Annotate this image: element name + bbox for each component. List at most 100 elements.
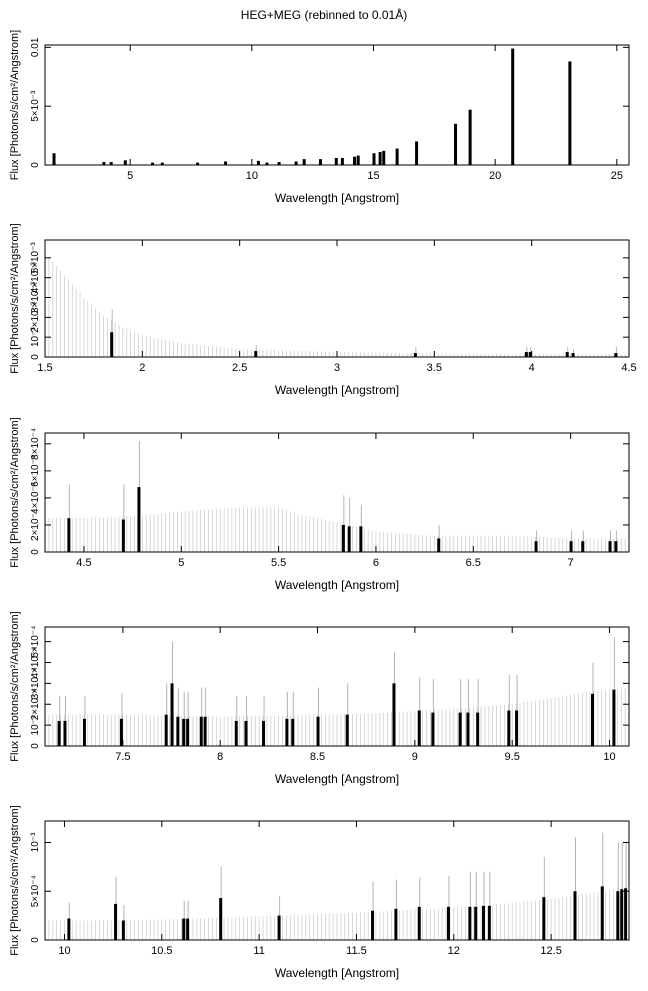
y-ticks: 0 2×10⁻⁴4×10⁻⁴6×10⁻⁴8×10⁻⁴: [30, 428, 629, 555]
data-bar: [356, 155, 360, 165]
x-tick-label: 3.5: [427, 362, 442, 374]
data-bar: [196, 162, 200, 165]
panel-5: 10 10.5 11 11.5 12 12.5 0 5×10⁻⁴ 10⁻³ Wavelength …: [9, 805, 630, 980]
y-tick-label: 0: [30, 354, 41, 360]
data-bar: [542, 897, 546, 940]
data-bar: [415, 141, 419, 165]
data-bar: [431, 712, 435, 746]
data-bar: [511, 48, 515, 165]
y-tick-label: 4×10⁻⁴: [30, 482, 41, 514]
panel-2: 1.5 2 2.5 3 3.5 4 4.5 0 10⁻³2×10⁻³3×10⁻³4×10⁻³5×…: [9, 223, 637, 397]
data-bars: [52, 48, 572, 165]
x-tick-label: 12.5: [540, 945, 561, 957]
data-bars: [67, 886, 628, 940]
y-axis-label: Flux [Photons/s/cm²/Angstrom]: [9, 30, 21, 180]
data-bar: [487, 905, 491, 940]
x-axis-label: Wavelength [Angstrom]: [275, 578, 399, 592]
data-bar: [123, 160, 127, 165]
data-bar: [624, 888, 628, 940]
data-bar: [616, 891, 620, 940]
data-bar: [515, 710, 519, 746]
y-axis-label: Flux [Photons/s/cm²/Angstrom]: [9, 611, 21, 761]
x-tick-label: 5: [178, 557, 184, 569]
data-bar: [340, 157, 344, 165]
panel-4: 7.5 8 8.5 9 9.5 10 0 10⁻⁴2×10⁻⁴3×10⁻⁴4×10⁻⁴5×10…: [9, 611, 630, 786]
data-bar: [110, 332, 114, 357]
x-tick-label: 10.5: [151, 945, 172, 957]
y-tick-label: 2×10⁻⁴: [30, 509, 41, 541]
data-bar: [620, 889, 624, 940]
error-band: [44, 886, 630, 940]
y-tick-label: 10⁻⁴: [30, 715, 41, 736]
panel-3: 4.5 5 5.5 6 6.5 7 0 2×10⁻⁴4×10⁻⁴6×10⁻⁴8×10⁻⁴ Wav…: [9, 417, 630, 592]
y-ticks: 0 5×10⁻⁴ 10⁻³: [30, 832, 629, 943]
y-axis-label: Flux [Photons/s/cm²/Angstrom]: [9, 223, 21, 373]
y-tick-label: 0: [30, 549, 41, 555]
data-bar: [256, 160, 260, 165]
x-ticks: 1.5 2 2.5 3 3.5 4 4.5: [37, 240, 637, 374]
x-ticks: 4.5 5 5.5 6 6.5 7: [76, 433, 574, 569]
data-bar: [392, 683, 396, 746]
data-bar: [571, 353, 575, 357]
x-tick-label: 9.5: [505, 751, 520, 763]
data-bar: [454, 123, 458, 165]
data-bar: [507, 710, 511, 746]
y-tick-label: 5×10⁻³: [30, 90, 41, 122]
data-bar: [63, 720, 67, 746]
data-bar: [612, 689, 616, 746]
y-tick-label: 0: [30, 162, 41, 168]
data-bar: [186, 918, 190, 940]
y-tick-label: 5×10⁻⁴: [30, 875, 41, 907]
x-tick-label: 10: [246, 170, 258, 182]
data-bar: [52, 153, 56, 165]
data-bar: [468, 109, 472, 165]
x-tick-label: 10: [603, 751, 615, 763]
y-tick-label: 3×10⁻³: [30, 281, 41, 313]
data-bar: [458, 712, 462, 746]
data-bar: [318, 159, 322, 165]
data-bar: [568, 61, 572, 165]
data-bar: [482, 905, 485, 940]
plot-frame: [44, 820, 630, 941]
error-band: [44, 507, 630, 552]
data-bar: [382, 150, 386, 165]
data-bar: [474, 906, 478, 940]
x-ticks: 7.5 8 8.5 9 9.5 10: [115, 627, 616, 763]
y-tick-label: 0.01: [30, 37, 41, 57]
x-tick-label: 5.5: [271, 557, 286, 569]
data-bar: [417, 710, 421, 746]
data-bar: [121, 920, 125, 940]
data-bar: [121, 519, 125, 552]
x-tick-label: 2: [139, 362, 145, 374]
x-tick-label: 11: [253, 945, 264, 957]
y-tick-label: 0: [30, 743, 41, 749]
data-bar: [347, 526, 351, 552]
data-bar: [437, 538, 441, 552]
x-tick-label: 1.5: [37, 362, 52, 374]
data-bar: [224, 161, 228, 165]
data-bar: [102, 162, 106, 165]
x-tick-label: 2.5: [232, 362, 247, 374]
data-bar: [137, 487, 141, 552]
data-bar: [573, 891, 577, 940]
data-bar: [316, 716, 320, 746]
data-bar: [277, 162, 281, 165]
data-bar: [614, 541, 618, 552]
y-tick-label: 6×10⁻⁴: [30, 455, 41, 487]
y-tick-label: 4×10⁻³: [30, 261, 41, 293]
data-bar: [476, 712, 480, 746]
x-ticks: 10 10.5 11 11.5 12 12.5: [58, 821, 562, 957]
data-bar: [164, 714, 168, 746]
error-whiskers: [111, 309, 617, 357]
x-axis-label: Wavelength [Angstrom]: [275, 383, 399, 397]
x-axis-label: Wavelength [Angstrom]: [275, 966, 399, 980]
x-tick-label: 7.5: [115, 751, 130, 763]
x-tick-label: 12: [448, 945, 460, 957]
data-bar: [67, 518, 71, 552]
data-bar: [119, 718, 123, 746]
data-bar: [591, 693, 595, 746]
y-tick-label: 2×10⁻³: [30, 301, 41, 333]
data-bars: [57, 683, 616, 746]
y-tick-label: 8×10⁻⁴: [30, 428, 41, 460]
